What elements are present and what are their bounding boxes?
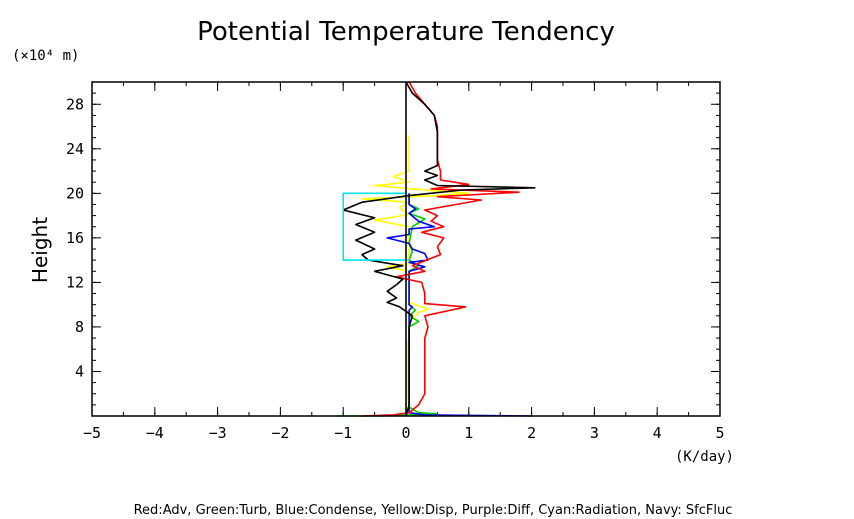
series-line-5 bbox=[342, 192, 410, 261]
x-tick-label: −3 bbox=[209, 424, 227, 442]
y-tick-label: 28 bbox=[66, 95, 84, 113]
y-tick-label: 20 bbox=[66, 184, 84, 202]
series-line-0 bbox=[361, 135, 470, 417]
x-tick-label: −4 bbox=[146, 424, 164, 442]
y-tick-label: 8 bbox=[75, 318, 84, 336]
data-series bbox=[336, 81, 536, 417]
chart-title: Potential Temperature Tendency bbox=[197, 17, 615, 47]
x-tick-label: 1 bbox=[464, 424, 473, 442]
y-axis-label: Height bbox=[28, 217, 52, 283]
x-tick-label: 0 bbox=[401, 424, 410, 442]
plot-frame bbox=[91, 81, 721, 417]
series-line-4 bbox=[342, 81, 536, 417]
y-axis-unit: (×10⁴ m) bbox=[12, 48, 79, 64]
y-tick-label: 4 bbox=[75, 362, 84, 380]
x-tick-label: −1 bbox=[334, 424, 352, 442]
series-line-1 bbox=[336, 193, 439, 417]
x-axis-label: (K/day) bbox=[675, 449, 734, 465]
y-tick-label: 12 bbox=[66, 273, 84, 291]
y-tick-label: 24 bbox=[66, 140, 84, 158]
x-tick-label: −5 bbox=[83, 424, 101, 442]
x-tick-label: 3 bbox=[590, 424, 599, 442]
legend-text: Red:Adv, Green:Turb, Blue:Condense, Yell… bbox=[134, 503, 733, 518]
x-tick-label: −2 bbox=[271, 424, 289, 442]
y-tick-label: 16 bbox=[66, 229, 84, 247]
x-tick-label: 2 bbox=[527, 424, 536, 442]
series-line-3 bbox=[361, 81, 520, 417]
x-tick-label: 4 bbox=[653, 424, 662, 442]
x-tick-label: 5 bbox=[715, 424, 724, 442]
